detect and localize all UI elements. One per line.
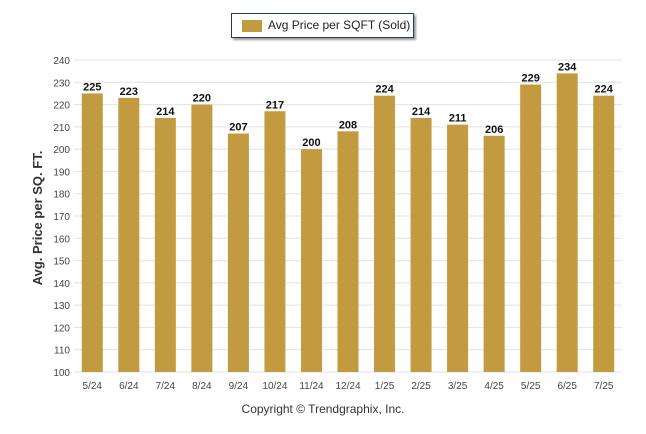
bar-7-25 [593, 95, 615, 373]
x-tick-label: 8/24 [192, 381, 212, 392]
data-label: 206 [485, 124, 503, 136]
bar-9-24 [227, 133, 249, 372]
y-tick-label: 240 [53, 56, 70, 67]
bar-2-25 [410, 117, 432, 372]
bar-10-24 [264, 111, 286, 372]
legend: Avg Price per SQFT (Sold) [231, 13, 414, 38]
y-tick-label: 130 [53, 301, 70, 312]
copyright-text: Copyright © Trendgraphix, Inc. [241, 402, 405, 416]
y-tick-label: 110 [54, 346, 70, 357]
x-tick-label: 9/24 [229, 381, 249, 392]
data-label: 214 [412, 106, 431, 118]
bar-6-24 [118, 97, 140, 372]
data-label: 225 [83, 81, 101, 93]
x-tick-label: 7/24 [156, 381, 176, 392]
legend-swatch [242, 20, 262, 32]
y-tick-label: 220 [53, 101, 70, 112]
x-tick-label: 3/25 [448, 381, 468, 392]
data-label: 208 [339, 119, 357, 131]
y-axis-ticks: 100 110 120 130 140 150 160 170 180 190 200 210 220 2… [53, 56, 70, 379]
data-label: 224 [595, 84, 614, 96]
y-tick-label: 120 [53, 323, 70, 334]
x-tick-label: 6/25 [557, 381, 577, 392]
data-label: 207 [229, 122, 247, 134]
legend-label: Avg Price per SQFT (Sold) [268, 18, 411, 32]
y-tick-label: 190 [53, 167, 70, 178]
x-tick-label: 12/24 [335, 381, 360, 392]
data-label: 234 [558, 61, 577, 73]
y-tick-label: 170 [53, 212, 70, 223]
bars [81, 73, 615, 373]
data-label: 200 [302, 137, 320, 149]
x-tick-label: 11/24 [299, 381, 324, 392]
bar-5-24 [81, 93, 103, 372]
bar-5-25 [520, 84, 542, 372]
y-tick-label: 230 [53, 78, 70, 89]
x-tick-label: 10/24 [262, 381, 287, 392]
data-label: 229 [521, 73, 539, 85]
data-label: 214 [156, 106, 175, 118]
bar-8-24 [191, 104, 213, 373]
x-axis-ticks: 5/24 6/24 7/24 8/24 9/24 10/24 11/24 12/24 1/25 2… [83, 381, 614, 392]
data-label: 217 [266, 99, 284, 111]
x-tick-label: 6/24 [119, 381, 139, 392]
x-tick-label: 2/25 [411, 381, 431, 392]
data-label: 211 [449, 113, 467, 125]
x-tick-label: 1/25 [375, 381, 395, 392]
bar-1-25 [374, 95, 396, 373]
bar-12-24 [337, 131, 359, 372]
data-label: 223 [120, 86, 138, 98]
bar-6-25 [556, 73, 578, 372]
y-tick-label: 100 [53, 368, 70, 379]
x-tick-label: 5/25 [521, 381, 541, 392]
bar-7-24 [154, 117, 176, 372]
bar-3-25 [447, 124, 469, 372]
bar-11-24 [300, 149, 322, 372]
y-tick-label: 210 [53, 123, 70, 134]
bar-4-25 [483, 135, 505, 372]
y-tick-label: 150 [53, 257, 70, 268]
y-tick-label: 180 [53, 190, 70, 201]
y-tick-label: 160 [53, 234, 70, 245]
x-tick-label: 4/25 [484, 381, 504, 392]
y-tick-label: 200 [53, 145, 70, 156]
data-label: 224 [375, 84, 394, 96]
y-tick-label: 140 [53, 279, 70, 290]
data-labels: 225 223 214 220 207 217 200 208 224 214 211 206 229 2… [83, 61, 614, 149]
x-tick-label: 7/25 [594, 381, 614, 392]
data-label: 220 [193, 93, 211, 105]
x-tick-label: 5/24 [83, 381, 103, 392]
y-axis-label: Avg. Price per SQ. FT. [30, 151, 45, 286]
